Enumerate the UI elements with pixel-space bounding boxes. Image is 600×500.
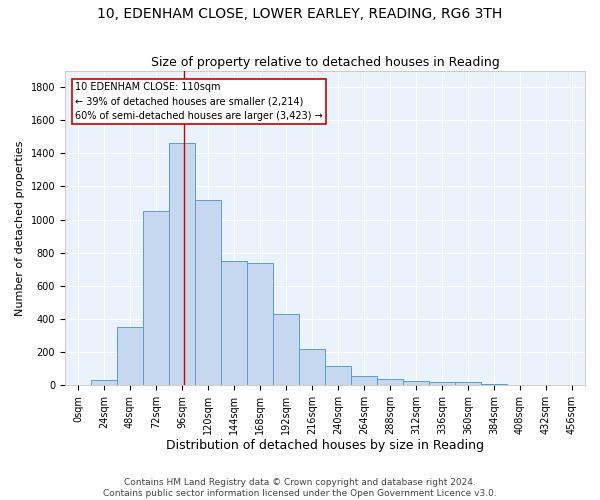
Text: 10, EDENHAM CLOSE, LOWER EARLEY, READING, RG6 3TH: 10, EDENHAM CLOSE, LOWER EARLEY, READING… (97, 8, 503, 22)
Bar (195, 200, 221, 385)
Bar (169, 144, 195, 385)
Bar (351, 376, 377, 385)
Bar (325, 366, 351, 385)
Text: 10 EDENHAM CLOSE: 110sqm
← 39% of detached houses are smaller (2,214)
60% of sem: 10 EDENHAM CLOSE: 110sqm ← 39% of detach… (76, 82, 323, 122)
Bar (455, 382, 481, 385)
Bar (481, 384, 507, 385)
Bar (429, 382, 455, 385)
Text: Contains HM Land Registry data © Crown copyright and database right 2024.
Contai: Contains HM Land Registry data © Crown c… (103, 478, 497, 498)
Bar (221, 261, 247, 385)
Bar (117, 327, 143, 385)
Bar (403, 381, 429, 385)
Bar (273, 314, 299, 385)
Y-axis label: Number of detached properties: Number of detached properties (15, 140, 25, 316)
Title: Size of property relative to detached houses in Reading: Size of property relative to detached ho… (151, 56, 499, 70)
Bar (247, 262, 273, 385)
Bar (299, 348, 325, 385)
Bar (91, 380, 117, 385)
Bar (377, 379, 403, 385)
Bar (143, 212, 169, 385)
X-axis label: Distribution of detached houses by size in Reading: Distribution of detached houses by size … (166, 440, 484, 452)
